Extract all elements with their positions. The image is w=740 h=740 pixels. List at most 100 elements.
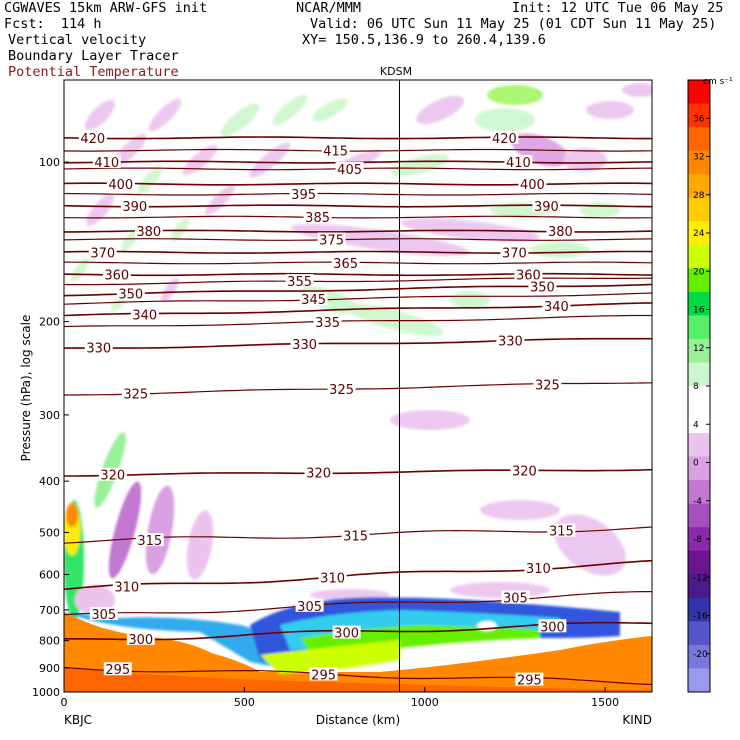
- colorbar-label: -12: [693, 573, 708, 583]
- contour-label-bg: [121, 386, 150, 400]
- theta-contour: [64, 292, 652, 305]
- model-title: CGWAVES 15km ARW-GFS init: [4, 0, 208, 16]
- contour-label: 365: [333, 257, 358, 272]
- contour-label-bg: [290, 337, 319, 351]
- contour-label-bg: [533, 377, 562, 391]
- x-axis-label: Distance (km): [316, 713, 400, 727]
- theta-contour: [64, 250, 652, 254]
- contour-label-bg: [116, 286, 145, 300]
- contour-label-bg: [341, 528, 370, 542]
- contour-label-bg: [78, 130, 107, 144]
- contour-label: 400: [520, 178, 545, 193]
- colorbar-swatch: [688, 550, 710, 575]
- endpoint-left: KBJC: [64, 713, 92, 727]
- contour-label-bg: [335, 161, 364, 175]
- contour-label-bg: [501, 590, 530, 604]
- colorbar-swatch: [688, 268, 710, 293]
- field-boundary-layer-tracer: Boundary Layer Tracer: [8, 48, 179, 64]
- x-tick-label: 1500: [591, 696, 619, 709]
- contour-label: 305: [503, 592, 528, 607]
- contour-label-bg: [317, 232, 346, 246]
- colorbar-swatch: [688, 80, 710, 105]
- contour-label-bg: [313, 315, 342, 329]
- contour-label: 405: [337, 163, 362, 178]
- theta-contour: [64, 182, 652, 186]
- theta-contour: [64, 468, 652, 477]
- contour-label-bg: [547, 523, 576, 537]
- colorbar-swatch: [688, 433, 710, 458]
- y-tick-label: 800: [39, 635, 60, 648]
- contour-label-bg: [514, 267, 543, 281]
- theta-contour: [64, 238, 652, 241]
- contour-label: 300: [540, 620, 565, 635]
- colorbar-label: -8: [693, 535, 702, 545]
- contour-label: 385: [305, 211, 330, 226]
- colorbar-swatch: [688, 127, 710, 152]
- y-tick-label: 400: [39, 475, 60, 488]
- colorbar-label: 4: [693, 420, 699, 430]
- theta-contour: [64, 666, 652, 686]
- contour-label: 360: [104, 269, 129, 284]
- contour-label-bg: [89, 607, 118, 621]
- contour-label: 315: [549, 525, 574, 540]
- contour-label: 370: [502, 246, 527, 261]
- contour-label: 350: [118, 288, 143, 303]
- contour-label-bg: [490, 130, 519, 144]
- contour-label: 395: [291, 188, 316, 203]
- colorbar-swatch: [688, 480, 710, 505]
- colorbar-label: 16: [693, 306, 705, 316]
- contour-label-bg: [504, 155, 533, 169]
- theta-contour: [64, 204, 652, 208]
- y-tick-label: 300: [39, 409, 60, 422]
- theta-contour: [64, 559, 652, 591]
- contour-label: 415: [323, 144, 348, 159]
- colorbar-label: 24: [693, 229, 705, 239]
- colorbar-label: -16: [693, 612, 708, 622]
- contour-label: 345: [301, 293, 326, 308]
- y-tick-label: 600: [39, 568, 60, 581]
- colorbar-swatch: [688, 456, 710, 481]
- y-tick-label: 700: [39, 604, 60, 617]
- contour-label-bg: [135, 533, 164, 547]
- contour-label-bg: [500, 245, 529, 259]
- colorbar-label: 0: [693, 459, 699, 469]
- colorbar-swatch: [688, 338, 710, 363]
- colorbar-label: 32: [693, 153, 704, 163]
- theta-contour: [64, 314, 652, 328]
- contour-label-bg: [524, 560, 553, 574]
- theta-contour: [64, 272, 652, 277]
- contour-label: 380: [548, 225, 573, 240]
- theta-contour: [64, 192, 652, 196]
- y-tick-label: 200: [39, 316, 60, 329]
- colorbar-label: -4: [693, 497, 702, 507]
- colorbar-label: 8: [693, 382, 699, 392]
- contour-label: 375: [319, 234, 344, 249]
- x-tick-label: 1000: [411, 696, 439, 709]
- contour-label: 390: [534, 200, 559, 215]
- x-axis: 0 500 1000 1500: [61, 687, 619, 709]
- contour-label: 325: [329, 383, 354, 398]
- forecast-hour: Fcst: 114 h: [4, 16, 102, 32]
- contour-label: 335: [315, 316, 340, 331]
- contour-label-bg: [304, 465, 333, 479]
- colorbar-label: 28: [693, 191, 705, 201]
- contour-label: 310: [526, 562, 551, 577]
- contour-label-bg: [289, 187, 318, 201]
- contour-label-bg: [285, 274, 314, 288]
- contour-label: 305: [91, 608, 116, 623]
- y-tick-label: 1000: [32, 686, 60, 699]
- contour-label-bg: [518, 177, 547, 191]
- y-axis: 100 200 300 400 500 600 700 800 900 1000: [32, 156, 69, 699]
- contour-label-bg: [134, 224, 163, 238]
- plot-frame: [63, 79, 653, 693]
- colorbar-swatch: [688, 527, 710, 552]
- colorbar-swatch: [688, 244, 710, 269]
- contour-label-bg: [126, 631, 155, 645]
- contour-labels: 420 420 415 410 410 405 400 400 395 390 390 385 380 3…: [78, 130, 576, 689]
- colorbar-swatch: [688, 668, 710, 693]
- theta-contour: [64, 382, 652, 396]
- colorbar-swatch: [688, 197, 710, 222]
- colorbar-label: -20: [693, 650, 708, 660]
- contour-label-bg: [332, 625, 361, 639]
